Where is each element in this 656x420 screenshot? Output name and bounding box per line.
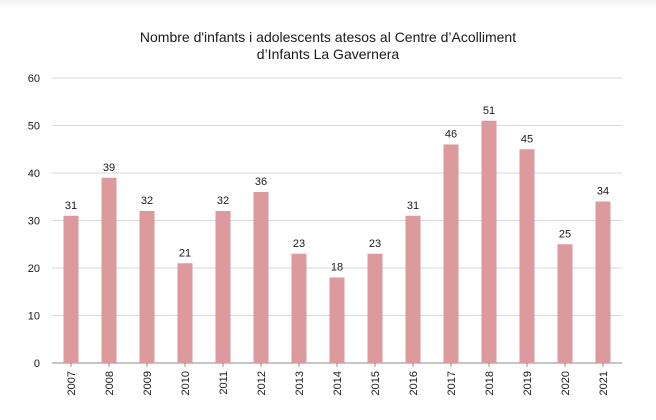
y-tick-label: 10 [28, 311, 40, 323]
data-label: 36 [255, 176, 267, 188]
bar [253, 192, 269, 363]
x-tick-label: 2021 [598, 371, 610, 395]
x-tick-label: 2012 [256, 371, 268, 395]
x-tick-label: 2010 [180, 371, 192, 395]
data-label: 21 [179, 247, 191, 259]
chart-title-line-2: d’Infants La Gavernera [256, 46, 400, 62]
x-tick-label: 2009 [142, 371, 154, 395]
bar [329, 277, 345, 363]
x-tick-label: 2008 [104, 371, 116, 395]
y-tick-label: 30 [28, 216, 40, 228]
x-tick-label: 2013 [294, 371, 306, 395]
x-tick-label: 2017 [446, 371, 458, 395]
data-label: 23 [293, 238, 305, 250]
bar [405, 215, 421, 363]
bar [367, 253, 383, 363]
data-label: 39 [103, 162, 115, 174]
x-tick-label: 2007 [66, 371, 78, 395]
data-label: 45 [521, 133, 533, 145]
bar [595, 201, 611, 363]
y-tick-label: 50 [28, 121, 40, 133]
data-label: 32 [217, 195, 229, 207]
x-tick-label: 2019 [522, 371, 534, 395]
bar [139, 211, 155, 363]
top-shadow [0, 0, 656, 8]
bar [215, 211, 231, 363]
bar [177, 263, 193, 363]
data-label: 51 [483, 105, 495, 117]
data-label: 31 [65, 200, 77, 212]
y-tick-label: 60 [28, 73, 40, 85]
x-tick-label: 2015 [370, 371, 382, 395]
data-label: 31 [407, 200, 419, 212]
bar [63, 215, 79, 363]
bar [101, 177, 117, 363]
data-label: 46 [445, 129, 457, 141]
bar [291, 253, 307, 363]
data-label: 18 [331, 262, 343, 274]
bar [443, 144, 459, 363]
x-tick-label: 2011 [218, 371, 230, 395]
x-tick-label: 2014 [332, 371, 344, 395]
data-label: 25 [559, 228, 571, 240]
chart-title: Nombre d'infants i adolescents atesos al… [0, 29, 656, 63]
data-label: 23 [369, 238, 381, 250]
data-label: 34 [597, 186, 609, 198]
bar [519, 149, 535, 363]
y-tick-label: 20 [28, 263, 40, 275]
x-tick-label: 2016 [408, 371, 420, 395]
bar [481, 120, 497, 363]
chart-title-line-1: Nombre d'infants i adolescents atesos al… [139, 29, 517, 45]
bar [557, 244, 573, 363]
x-tick-label: 2018 [484, 371, 496, 395]
data-label: 32 [141, 195, 153, 207]
y-tick-label: 0 [34, 358, 40, 370]
x-tick-label: 2020 [560, 371, 572, 395]
y-tick-label: 40 [28, 168, 40, 180]
